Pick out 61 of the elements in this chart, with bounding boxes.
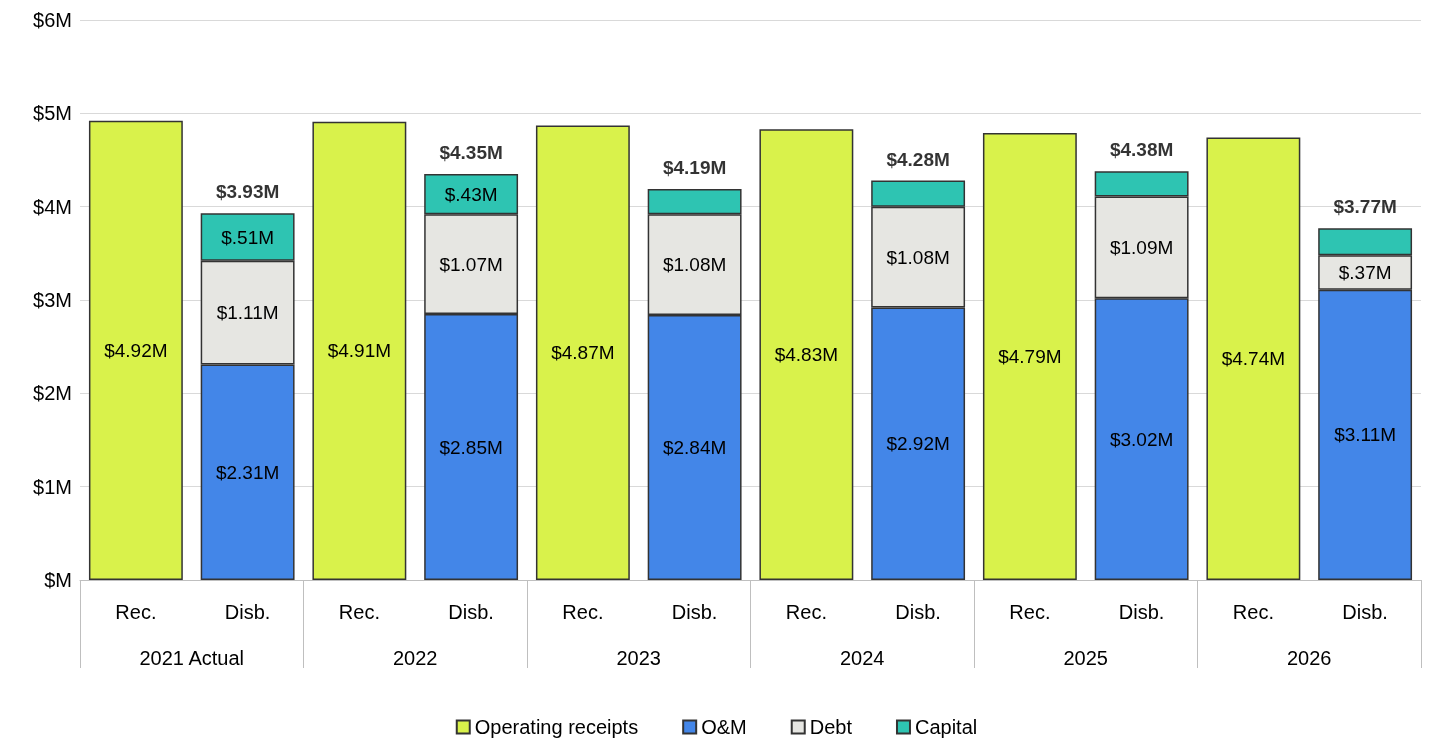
text: 2025 bbox=[1063, 647, 1108, 669]
x-tick-label: Disb. bbox=[671, 601, 718, 623]
data-label: $2.92M bbox=[886, 433, 950, 455]
data-label: $1.09M bbox=[1109, 236, 1174, 258]
x-tick-label: Disb. bbox=[224, 601, 271, 623]
x-tick-label: Disb. bbox=[895, 601, 941, 623]
text: 2023 bbox=[616, 647, 661, 669]
bar bbox=[535, 125, 630, 580]
bar bbox=[759, 129, 854, 580]
data-label: $1.08M bbox=[662, 254, 727, 276]
y-tick-label: $4M bbox=[33, 195, 72, 218]
data-label: $3.02M bbox=[1109, 428, 1174, 450]
x-tick-label: Disb. bbox=[448, 601, 494, 623]
data-label: $4.92M bbox=[104, 339, 168, 361]
data-label: $3.11M bbox=[1334, 424, 1397, 446]
data-label: $.51M bbox=[221, 226, 275, 248]
bar bbox=[1206, 137, 1301, 580]
data-label: $2.31M bbox=[215, 461, 280, 483]
bar bbox=[88, 120, 183, 580]
data-label: $2.84M bbox=[662, 436, 727, 458]
x-tick-label: Disb. bbox=[1342, 601, 1388, 623]
data-label: $4.74M bbox=[1221, 348, 1286, 370]
legend-label: Debt bbox=[809, 716, 853, 738]
y-tick-label: $2M bbox=[33, 382, 72, 405]
legend-label: Operating receipts bbox=[474, 716, 639, 738]
total-label: $3.77M bbox=[1333, 196, 1397, 218]
x-tick-label: Rec. bbox=[115, 601, 157, 623]
data-label: $1.07M bbox=[439, 253, 503, 275]
y-tick-label: $6M bbox=[33, 9, 72, 31]
text: 2026 bbox=[1287, 647, 1332, 669]
total-label: $4.38M bbox=[1109, 139, 1174, 161]
y-tick-label: $M bbox=[44, 569, 72, 591]
legend-label: O&M bbox=[701, 716, 747, 738]
data-label: $.43M bbox=[444, 183, 498, 205]
total-label: $4.28M bbox=[886, 148, 950, 170]
x-tick-label: Rec. bbox=[785, 601, 827, 623]
data-label: $4.83M bbox=[774, 344, 839, 366]
x-tick-label: Rec. bbox=[338, 601, 380, 623]
bar bbox=[982, 132, 1077, 580]
text: 2021 Actual bbox=[139, 647, 245, 669]
total-label: $4.19M bbox=[662, 156, 727, 178]
x-tick-label: Rec. bbox=[562, 601, 604, 623]
y-tick-label: $3M bbox=[33, 289, 72, 311]
legend-label: Capital bbox=[914, 716, 978, 738]
x-tick-label: Rec. bbox=[1232, 601, 1274, 623]
x-tick-label: Rec. bbox=[1009, 601, 1051, 623]
data-label: $.37M bbox=[1338, 261, 1392, 283]
data-label: $4.79M bbox=[998, 345, 1062, 367]
total-label: $4.35M bbox=[439, 142, 503, 163]
y-tick-label: $1M bbox=[33, 475, 72, 498]
data-label: $1.11M bbox=[216, 302, 279, 324]
total-label: $3.93M bbox=[215, 181, 280, 203]
bar bbox=[312, 121, 407, 580]
data-label: $4.91M bbox=[327, 340, 392, 362]
text: 2022 bbox=[393, 647, 438, 669]
data-label: $2.85M bbox=[439, 436, 503, 458]
text: 2024 bbox=[840, 647, 885, 669]
x-tick-label: Disb. bbox=[1118, 601, 1165, 623]
y-tick-label: $5M bbox=[33, 102, 72, 125]
data-label: $1.08M bbox=[886, 246, 950, 268]
data-label: $4.87M bbox=[551, 342, 615, 364]
